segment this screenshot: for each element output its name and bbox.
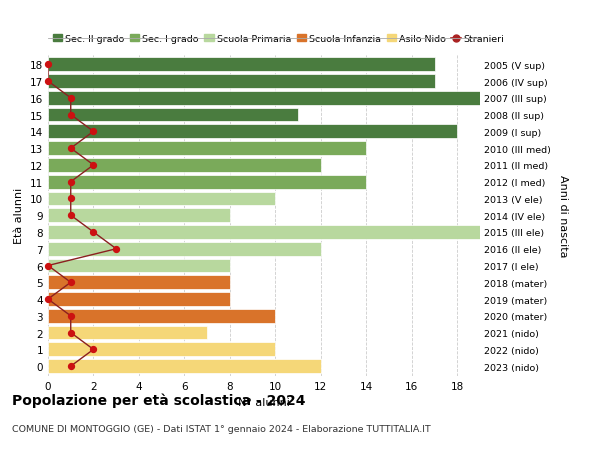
- Bar: [48, 209, 230, 223]
- Bar: [48, 142, 367, 156]
- Bar: [48, 58, 434, 72]
- Y-axis label: Età alunni: Età alunni: [14, 188, 25, 244]
- Bar: [48, 343, 275, 357]
- Bar: [48, 75, 434, 89]
- Point: [89, 346, 98, 353]
- Bar: [48, 359, 321, 373]
- Legend: Sec. II grado, Sec. I grado, Scuola Primaria, Scuola Infanzia, Asilo Nido, Stran: Sec. II grado, Sec. I grado, Scuola Prim…: [53, 35, 505, 44]
- Bar: [48, 292, 230, 306]
- Point: [43, 62, 53, 69]
- Point: [43, 296, 53, 303]
- Point: [66, 95, 76, 102]
- Point: [66, 363, 76, 370]
- Point: [43, 78, 53, 85]
- Point: [43, 262, 53, 269]
- Point: [66, 112, 76, 119]
- Point: [89, 229, 98, 236]
- Point: [66, 145, 76, 152]
- Bar: [48, 175, 367, 189]
- Bar: [48, 276, 230, 290]
- Point: [66, 279, 76, 286]
- Point: [89, 129, 98, 136]
- Bar: [48, 125, 457, 139]
- Y-axis label: Anni di nascita: Anni di nascita: [558, 174, 568, 257]
- Bar: [48, 326, 207, 340]
- Bar: [48, 242, 321, 256]
- Text: Popolazione per età scolastica - 2024: Popolazione per età scolastica - 2024: [12, 392, 305, 407]
- Point: [89, 162, 98, 169]
- Text: COMUNE DI MONTOGGIO (GE) - Dati ISTAT 1° gennaio 2024 - Elaborazione TUTTITALIA.: COMUNE DI MONTOGGIO (GE) - Dati ISTAT 1°…: [12, 425, 431, 434]
- Point: [66, 212, 76, 219]
- Point: [66, 329, 76, 336]
- Bar: [48, 192, 275, 206]
- Bar: [48, 309, 275, 323]
- Point: [66, 179, 76, 186]
- Bar: [48, 226, 480, 239]
- X-axis label: N° alunni: N° alunni: [238, 397, 290, 407]
- Bar: [48, 92, 480, 106]
- Bar: [48, 259, 230, 273]
- Point: [66, 196, 76, 203]
- Point: [66, 313, 76, 320]
- Point: [112, 246, 121, 253]
- Bar: [48, 108, 298, 122]
- Bar: [48, 159, 321, 173]
